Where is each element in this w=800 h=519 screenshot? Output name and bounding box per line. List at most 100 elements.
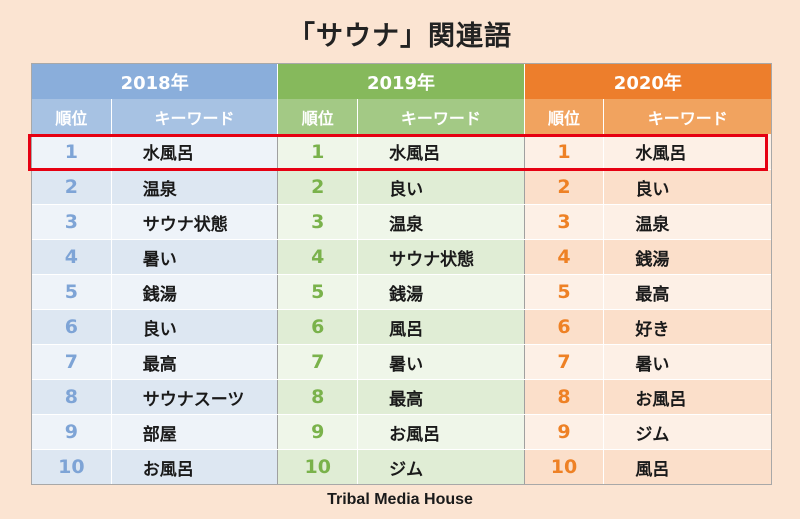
keyword-cell: ジム bbox=[604, 415, 771, 449]
keyword-cell: 水風呂 bbox=[358, 134, 524, 169]
rank-cell: 2 bbox=[278, 170, 359, 204]
keyword-cell: 温泉 bbox=[111, 170, 278, 204]
column-divider bbox=[277, 64, 279, 99]
keyword-cell: お風呂 bbox=[358, 415, 524, 449]
rank-cell: 5 bbox=[32, 275, 112, 309]
column-divider bbox=[277, 310, 279, 344]
rank-cell: 9 bbox=[278, 415, 359, 449]
year-header-1: 2019年 bbox=[278, 64, 524, 99]
column-divider bbox=[277, 275, 279, 309]
column-divider bbox=[277, 415, 279, 449]
rank-cell: 2 bbox=[524, 170, 605, 204]
rank-cell: 3 bbox=[278, 205, 359, 239]
keyword-cell: 最高 bbox=[358, 380, 524, 414]
column-divider bbox=[277, 345, 279, 379]
keyword-cell: 良い bbox=[604, 170, 771, 204]
table-row: 2 温泉 2 良い 2 良い bbox=[32, 169, 771, 204]
table-row: 6 良い 6 風呂 6 好き bbox=[32, 309, 771, 344]
table-row: 5 銭湯 5 銭湯 5 最高 bbox=[32, 274, 771, 309]
keyword-cell: 最高 bbox=[604, 275, 771, 309]
rank-cell: 6 bbox=[524, 310, 605, 344]
table-row: 9 部屋 9 お風呂 9 ジム bbox=[32, 414, 771, 449]
table-row: 7 最高 7 暑い 7 暑い bbox=[32, 344, 771, 379]
rank-cell: 3 bbox=[32, 205, 112, 239]
column-divider bbox=[277, 205, 279, 239]
keyword-column-header: キーワード bbox=[111, 99, 278, 134]
keyword-cell: お風呂 bbox=[111, 450, 278, 484]
rank-cell: 7 bbox=[278, 345, 359, 379]
column-divider bbox=[523, 205, 525, 239]
column-divider bbox=[523, 64, 525, 99]
keyword-cell: 風呂 bbox=[358, 310, 524, 344]
keyword-cell: 銭湯 bbox=[111, 275, 278, 309]
column-divider bbox=[523, 450, 525, 484]
rank-cell: 6 bbox=[278, 310, 359, 344]
column-divider bbox=[523, 134, 525, 169]
year-header-2: 2020年 bbox=[524, 64, 772, 99]
column-divider bbox=[523, 275, 525, 309]
column-divider bbox=[523, 170, 525, 204]
table-row: 1 水風呂 1 水風呂 1 水風呂 bbox=[32, 134, 771, 169]
keyword-column-header: キーワード bbox=[358, 99, 524, 134]
column-header-row: 順位 キーワード 順位 キーワード 順位 キーワード bbox=[32, 99, 771, 134]
rank-cell: 5 bbox=[524, 275, 605, 309]
column-divider bbox=[523, 99, 525, 134]
rank-cell: 5 bbox=[278, 275, 359, 309]
rank-cell: 8 bbox=[278, 380, 359, 414]
rank-cell: 9 bbox=[32, 415, 112, 449]
rank-cell: 4 bbox=[32, 240, 112, 274]
table-row: 10 お風呂 10 ジム 10 風呂 bbox=[32, 449, 771, 484]
rank-column-header: 順位 bbox=[32, 99, 112, 134]
column-divider bbox=[277, 240, 279, 274]
column-divider bbox=[277, 170, 279, 204]
table-body: 1 水風呂 1 水風呂 1 水風呂 2 温泉 2 良い 2 良い 3 サウナ状態 3 温泉 3 温泉 4 暑い 4 サウナ… bbox=[32, 134, 771, 484]
table-row: 3 サウナ状態 3 温泉 3 温泉 bbox=[32, 204, 771, 239]
rank-cell: 1 bbox=[524, 134, 605, 169]
keyword-cell: サウナ状態 bbox=[358, 240, 524, 274]
keyword-cell: 好き bbox=[604, 310, 771, 344]
rank-cell: 4 bbox=[524, 240, 605, 274]
rank-cell: 10 bbox=[32, 450, 112, 484]
footer-credit: Tribal Media House bbox=[327, 491, 473, 508]
column-divider bbox=[523, 415, 525, 449]
keyword-cell: 水風呂 bbox=[604, 134, 771, 169]
rank-cell: 10 bbox=[278, 450, 359, 484]
rank-column-header: 順位 bbox=[524, 99, 605, 134]
rank-cell: 1 bbox=[278, 134, 359, 169]
column-divider bbox=[277, 99, 279, 134]
column-divider bbox=[523, 240, 525, 274]
keyword-cell: 風呂 bbox=[604, 450, 771, 484]
table-row: 8 サウナスーツ 8 最高 8 お風呂 bbox=[32, 379, 771, 414]
keyword-cell: サウナスーツ bbox=[111, 380, 278, 414]
keyword-cell: 暑い bbox=[111, 240, 278, 274]
keyword-cell: ジム bbox=[358, 450, 524, 484]
keyword-cell: 良い bbox=[358, 170, 524, 204]
year-header-0: 2018年 bbox=[32, 64, 278, 99]
top-rank-highlight bbox=[28, 134, 768, 171]
keyword-cell: 銭湯 bbox=[358, 275, 524, 309]
keyword-cell: 良い bbox=[111, 310, 278, 344]
keyword-column-header: キーワード bbox=[604, 99, 771, 134]
rank-column-header: 順位 bbox=[278, 99, 359, 134]
rank-cell: 10 bbox=[524, 450, 605, 484]
rank-cell: 7 bbox=[32, 345, 112, 379]
column-divider bbox=[523, 345, 525, 379]
year-header-row: 2018年 2019年 2020年 bbox=[32, 64, 772, 99]
keyword-cell: 温泉 bbox=[604, 205, 771, 239]
column-divider bbox=[523, 310, 525, 344]
rank-cell: 9 bbox=[524, 415, 605, 449]
rank-cell: 3 bbox=[524, 205, 605, 239]
keyword-cell: 銭湯 bbox=[604, 240, 771, 274]
rank-cell: 7 bbox=[524, 345, 605, 379]
keyword-cell: 部屋 bbox=[111, 415, 278, 449]
rank-cell: 6 bbox=[32, 310, 112, 344]
column-divider bbox=[277, 450, 279, 484]
page-title: 「サウナ」関連語 bbox=[288, 21, 512, 52]
rank-cell: 8 bbox=[32, 380, 112, 414]
column-divider bbox=[523, 380, 525, 414]
column-divider bbox=[277, 380, 279, 414]
keyword-cell: お風呂 bbox=[604, 380, 771, 414]
keyword-cell: 暑い bbox=[358, 345, 524, 379]
column-divider bbox=[277, 134, 279, 169]
